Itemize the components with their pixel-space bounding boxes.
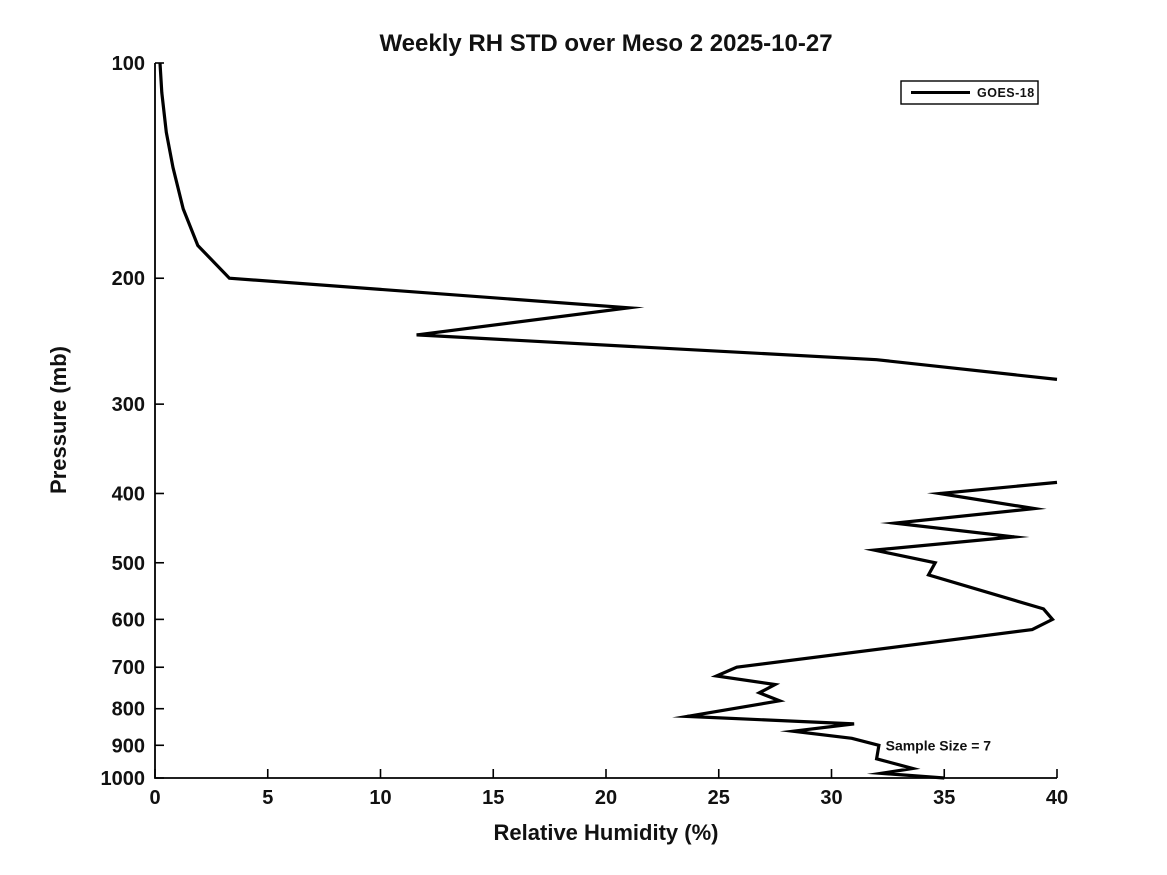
sample-size-annotation: Sample Size = 7 [886, 737, 992, 753]
y-tick-label: 300 [112, 394, 145, 416]
axes-layer: 0 5 10 15 20 25 30 35 40 100 200 300 400 500 600 700 800… [101, 53, 1069, 809]
x-tick-label: 15 [482, 787, 504, 809]
y-tick-label: 700 [112, 657, 145, 679]
axes-spines [154, 63, 1057, 779]
y-tick-label: 800 [112, 699, 145, 721]
y-axis-label: Pressure (mb) [46, 346, 71, 494]
legend: GOES-18 [900, 80, 1039, 105]
y-tick-label: 1000 [101, 768, 146, 790]
x-tick-label: 25 [708, 787, 730, 809]
x-tick-label: 30 [820, 787, 842, 809]
y-tick-label: 200 [112, 268, 145, 290]
series-layer [158, 62, 1058, 780]
x-tick-label: 10 [369, 787, 391, 809]
y-tick-label: 900 [112, 735, 145, 757]
x-tick-label: 5 [262, 787, 273, 809]
legend-label: GOES-18 [977, 86, 1035, 100]
x-tick-label: 40 [1046, 787, 1068, 809]
x-tick-label: 35 [933, 787, 955, 809]
x-tick-label: 0 [149, 787, 160, 809]
x-axis-label: Relative Humidity (%) [494, 820, 719, 845]
y-tick-label: 500 [112, 553, 145, 575]
x-tick-label: 20 [595, 787, 617, 809]
y-tick-label: 100 [112, 53, 145, 75]
series-line-GOES-18 [158, 62, 1058, 381]
chart-title: Weekly RH STD over Meso 2 2025-10-27 [379, 30, 832, 57]
series-line-GOES-18 [672, 480, 1058, 780]
y-tick-label: 400 [112, 483, 145, 505]
y-tick-label: 600 [112, 609, 145, 631]
